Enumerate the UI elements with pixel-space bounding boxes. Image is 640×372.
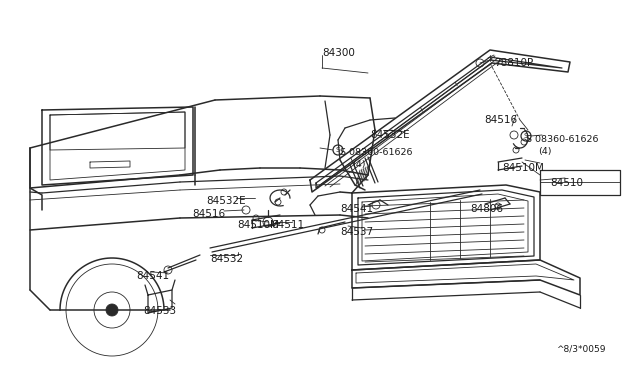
Text: 84533: 84533 — [143, 306, 176, 316]
Text: 84510: 84510 — [550, 178, 583, 188]
Text: 84300: 84300 — [322, 48, 355, 58]
Text: 84541: 84541 — [136, 271, 169, 281]
Text: 84516: 84516 — [192, 209, 225, 219]
Text: S 08360-61626: S 08360-61626 — [526, 135, 598, 144]
Text: ^8/3*0059: ^8/3*0059 — [556, 345, 605, 354]
Text: 84532: 84532 — [210, 254, 243, 264]
Circle shape — [106, 304, 118, 316]
Text: 84537: 84537 — [340, 227, 373, 237]
Text: 84510M: 84510M — [502, 163, 544, 173]
Text: S: S — [524, 133, 528, 139]
Text: 84532E: 84532E — [206, 196, 246, 206]
Text: 84516: 84516 — [484, 115, 517, 125]
Text: 84532E: 84532E — [370, 130, 410, 140]
Text: (4): (4) — [352, 160, 365, 169]
Text: 84511: 84511 — [271, 220, 304, 230]
Text: 84806: 84806 — [470, 204, 503, 214]
Text: S: S — [336, 147, 340, 153]
Text: 84510M: 84510M — [237, 220, 279, 230]
Text: 84541: 84541 — [340, 204, 373, 214]
Text: 78810P: 78810P — [494, 58, 533, 68]
Text: (4): (4) — [538, 147, 552, 156]
Text: S 08360-61626: S 08360-61626 — [340, 148, 413, 157]
